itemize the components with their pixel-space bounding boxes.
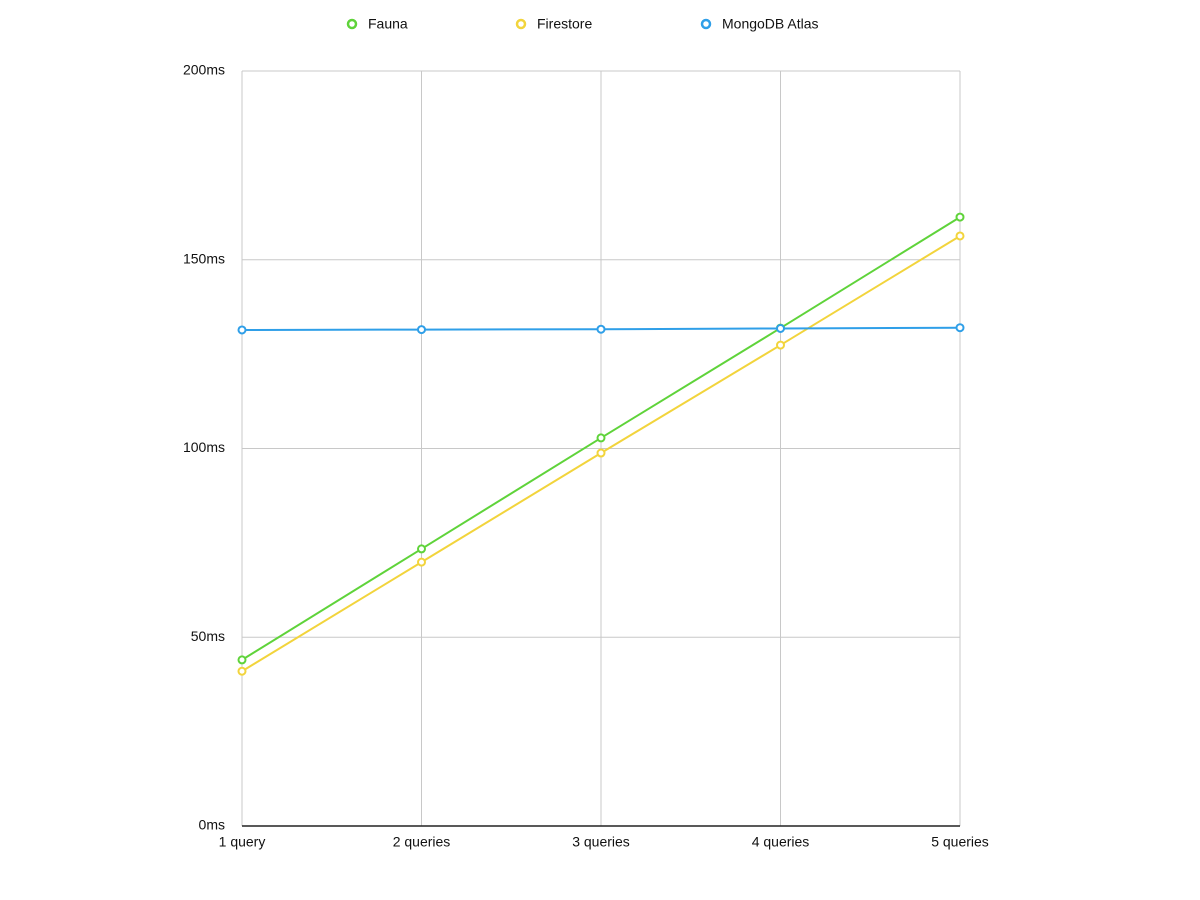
data-point xyxy=(955,212,965,222)
x-tick-label: 3 queries xyxy=(572,834,630,850)
data-point xyxy=(417,557,426,567)
x-tick-label: 1 query xyxy=(219,834,266,850)
data-point xyxy=(237,325,247,335)
y-tick-label: 200ms xyxy=(183,62,225,78)
data-point xyxy=(596,324,606,334)
data-point xyxy=(237,666,247,676)
data-point xyxy=(776,323,785,333)
data-point xyxy=(955,231,965,241)
y-tick-label: 50ms xyxy=(191,628,225,644)
data-point xyxy=(237,655,247,665)
legend-label: Firestore xyxy=(537,16,592,32)
y-tick-label: 150ms xyxy=(183,250,225,266)
x-tick-label: 2 queries xyxy=(393,834,451,850)
x-tick-label: 4 queries xyxy=(752,834,810,850)
data-point xyxy=(955,323,965,333)
data-point xyxy=(776,340,785,350)
y-tick-label: 100ms xyxy=(183,439,225,455)
data-point xyxy=(596,448,606,458)
legend-label: MongoDB Atlas xyxy=(722,16,819,32)
x-tick-label: 5 queries xyxy=(931,834,989,850)
data-point xyxy=(417,544,426,554)
data-point xyxy=(417,325,426,335)
legend-marker xyxy=(515,18,527,30)
y-tick-label: 0ms xyxy=(199,817,225,833)
data-point xyxy=(596,433,606,443)
legend-label: Fauna xyxy=(368,16,408,32)
legend-marker xyxy=(700,18,712,30)
legend-marker xyxy=(346,18,358,30)
